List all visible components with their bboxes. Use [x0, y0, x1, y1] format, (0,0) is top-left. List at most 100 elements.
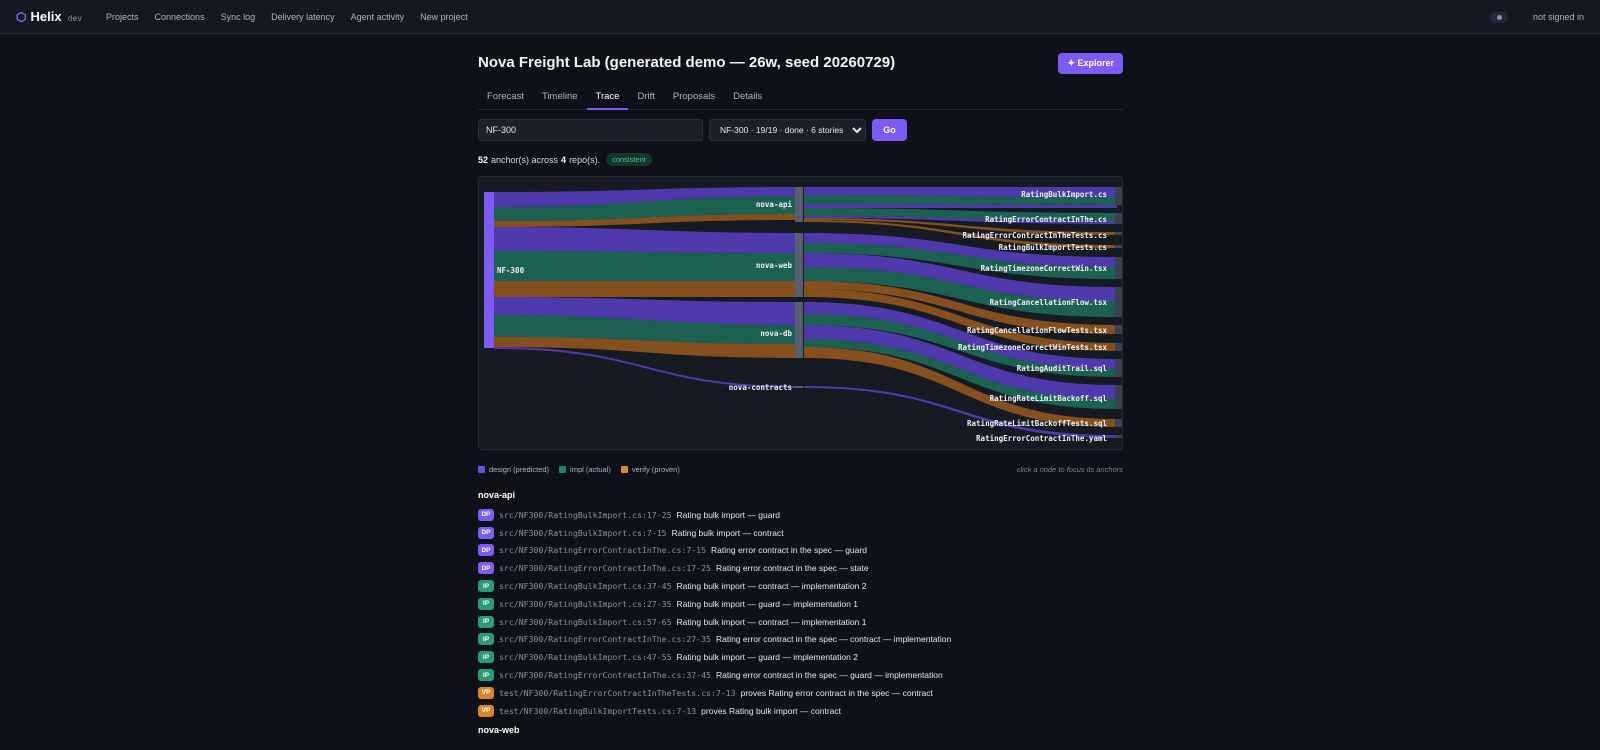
sankey-label-file: RatingErrorContractInThe.cs — [985, 215, 1107, 224]
anchor-search-input[interactable] — [478, 119, 703, 141]
sankey-link-source-8 — [494, 337, 799, 358]
sankey-label-file: RatingAuditTrail.sql — [1017, 364, 1107, 373]
sankey-link-file-12 — [804, 289, 1117, 351]
sankey-label-file: RatingErrorContractInTheTests.cs — [963, 231, 1108, 240]
go-button[interactable]: Go — [872, 119, 907, 141]
sankey-link-file-3 — [804, 208, 1117, 221]
anchor-path[interactable]: test/NF300/RatingBulkImportTests.cs:7-13 — [499, 705, 697, 716]
anchor-path[interactable]: src/NF300/RatingBulkImport.cs:17-25 — [499, 509, 672, 520]
tab-proposals[interactable]: Proposals — [672, 91, 716, 102]
sankey-link-file-1 — [804, 195, 1117, 205]
sankey-link-file-10 — [804, 267, 1117, 317]
anchor-kind-badge: VP — [478, 686, 494, 699]
legend-design-label: design (predicted) — [489, 465, 550, 474]
anchor-description: Rating bulk import — contract — implemen… — [676, 616, 867, 627]
signin-status[interactable]: not signed in — [1532, 12, 1584, 22]
legend-impl: impl (actual) — [559, 465, 611, 474]
anchor-description: proves Rating bulk import — contract — [701, 705, 842, 716]
sankey-link-file-13 — [804, 302, 1117, 369]
nav-link-projects[interactable]: Projects — [106, 11, 139, 22]
sankey-node-file — [1115, 419, 1122, 427]
anchor-row[interactable]: IP src/NF300/RatingErrorContractInThe.cs:… — [478, 666, 1123, 684]
sankey-node-repo — [795, 302, 803, 358]
sankey-link-source-9 — [494, 347, 799, 388]
anchor-kind-badge: IP — [478, 580, 494, 593]
tab-forecast[interactable]: Forecast — [487, 91, 524, 102]
repo-count: 4 — [561, 154, 567, 165]
sankey-link-file-9 — [804, 253, 1117, 301]
sankey-label-file: RatingErrorContractInThe.yaml — [976, 434, 1107, 443]
tab-drift[interactable]: Drift — [637, 91, 655, 102]
explorer-button[interactable]: ✦ Explorer — [1058, 53, 1123, 74]
anchor-row[interactable]: DP src/NF300/RatingErrorContractInThe.cs:… — [478, 542, 1123, 560]
sankey-node-repo — [795, 386, 803, 388]
sankey-link-file-6 — [804, 220, 1117, 248]
anchor-kind-badge: DP — [478, 544, 494, 557]
anchor-row[interactable]: DP src/NF300/RatingBulkImport.cs:17-25 Rat… — [478, 506, 1123, 524]
nav-link-agent-activity[interactable]: Agent activity — [350, 11, 405, 22]
tab-timeline[interactable]: Timeline — [541, 91, 578, 102]
sankey-svg: NF-300 nova-api nova-web nova-db nova-contra… — [484, 187, 1122, 443]
anchor-row[interactable]: DP src/NF300/RatingBulkImport.cs:7-15 Rati… — [478, 524, 1123, 542]
nav-link-sync-log[interactable]: Sync log — [220, 11, 256, 22]
sankey-link-file-0 — [804, 187, 1117, 197]
anchor-kind-badge: IP — [478, 651, 494, 664]
legend-design-swatch — [478, 466, 485, 473]
brand-name: Helix — [30, 9, 62, 24]
nav-links: Projects Connections Sync log Delivery l… — [106, 12, 468, 22]
legend-impl-swatch — [559, 466, 567, 473]
legend-hint: click a node to focus its anchors — [1016, 465, 1123, 474]
anchor-path[interactable]: test/NF300/RatingErrorContractInTheTests… — [499, 687, 736, 698]
anchor-path[interactable]: src/NF300/RatingErrorContractInThe.cs:17… — [499, 563, 711, 574]
nav-link-connections[interactable]: Connections — [154, 11, 205, 22]
story-select[interactable]: NF-300 · 19/19 · done · 6 stories — [709, 119, 866, 141]
sankey-label-file: RatingCancellationFlowTests.tsx — [967, 326, 1107, 335]
nav-link-delivery-latency[interactable]: Delivery latency — [271, 11, 335, 22]
anchor-path[interactable]: src/NF300/RatingBulkImport.cs:37-45 — [499, 581, 672, 592]
anchor-row[interactable]: IP src/NF300/RatingErrorContractInThe.cs:… — [478, 631, 1123, 649]
sankey-link-file-14 — [804, 314, 1117, 377]
sankey-link-source-5 — [494, 281, 799, 297]
theme-toggle[interactable] — [1489, 11, 1508, 23]
anchor-kind-badge: IP — [478, 597, 494, 610]
anchor-count: 52 — [478, 154, 489, 165]
consistency-badge: consistent — [606, 153, 652, 166]
anchor-description: Rating bulk import — guard — [676, 509, 780, 520]
legend-verify-swatch — [620, 466, 628, 473]
tab-trace[interactable]: Trace — [586, 87, 629, 110]
anchor-description: Rating error contract in the spec — guar… — [715, 670, 943, 681]
brand[interactable]: ⬡ Helix dev — [16, 9, 82, 24]
anchor-path[interactable]: src/NF300/RatingErrorContractInThe.cs:27… — [499, 634, 711, 645]
anchor-row[interactable]: DP src/NF300/RatingErrorContractInThe.cs:… — [478, 559, 1123, 577]
tab-details[interactable]: Details — [733, 91, 763, 102]
anchor-row[interactable]: IP src/NF300/RatingBulkImport.cs:37-45 Rat… — [478, 577, 1123, 595]
legend-verify-label: verify (proven) — [631, 465, 680, 474]
anchor-path[interactable]: src/NF300/RatingBulkImport.cs:7-15 — [499, 527, 667, 538]
anchor-row[interactable]: VP test/NF300/RatingErrorContractInTheTes… — [478, 684, 1123, 702]
anchor-path[interactable]: src/NF300/RatingBulkImport.cs:57-65 — [499, 616, 672, 627]
sankey-label-file: RatingRateLimitBackoffTests.sql — [967, 419, 1107, 428]
anchor-path[interactable]: src/NF300/RatingBulkImport.cs:47-55 — [499, 652, 672, 663]
sankey-node-repo — [795, 233, 803, 297]
anchor-kind-badge: DP — [478, 526, 494, 539]
sankey-link-source-1 — [494, 196, 799, 221]
anchor-path[interactable]: src/NF300/RatingErrorContractInThe.cs:37… — [499, 670, 711, 681]
anchor-path[interactable]: src/NF300/RatingErrorContractInThe.cs:7-… — [499, 545, 707, 556]
sankey-node-file — [1115, 343, 1122, 351]
environment-badge: dev — [67, 14, 83, 23]
anchor-kind-badge: IP — [478, 633, 494, 646]
tab-bar: Forecast Timeline Trace Drift Proposals … — [478, 87, 1123, 110]
top-navbar: ⬡ Helix dev Projects Connections Sync lo… — [0, 0, 1600, 34]
sankey-node-file — [1115, 359, 1122, 377]
anchor-description: Rating error contract in the spec — cont… — [715, 634, 952, 645]
anchor-row[interactable]: VP test/NF300/RatingBulkImportTests.cs:7-… — [478, 702, 1123, 720]
sankey-node-source — [484, 192, 494, 348]
anchor-row[interactable]: IP src/NF300/RatingBulkImport.cs:47-55 Rat… — [478, 648, 1123, 666]
sankey-node-file — [1115, 385, 1122, 409]
anchor-row[interactable]: IP src/NF300/RatingBulkImport.cs:27-35 Rat… — [478, 595, 1123, 613]
sankey-link-file-7 — [804, 233, 1117, 267]
trace-controls: NF-300 · 19/19 · done · 6 stories Go — [478, 119, 907, 141]
nav-link-new-project[interactable]: New project — [420, 11, 468, 22]
anchor-path[interactable]: src/NF300/RatingBulkImport.cs:27-35 — [499, 598, 672, 609]
anchor-row[interactable]: IP src/NF300/RatingBulkImport.cs:57-65 Rat… — [478, 613, 1123, 631]
